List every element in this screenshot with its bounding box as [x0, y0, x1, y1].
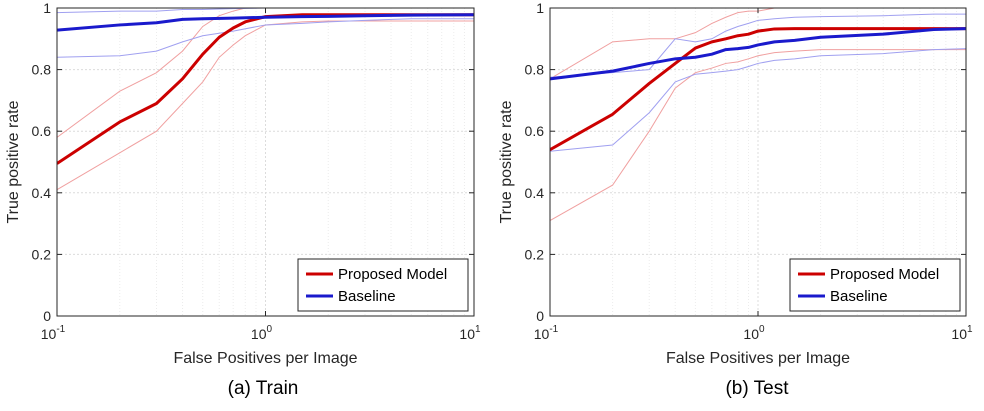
legend-label: Baseline	[338, 288, 396, 305]
y-tick-label: 1	[43, 0, 51, 16]
legend-box	[789, 258, 961, 312]
y-tick-label: 0	[43, 308, 51, 324]
x-tick-label: 100	[743, 324, 765, 342]
x-tick-label: 10-1	[41, 324, 66, 342]
y-axis-label: True positive rate	[5, 100, 22, 223]
caption-test: (b) Test	[725, 378, 789, 399]
x-axis-label: False Positives per Image	[666, 350, 850, 367]
series-line	[550, 27, 966, 151]
lower-bound-line	[549, 49, 966, 221]
y-tick-label: 0.2	[525, 246, 545, 262]
legend-label: Proposed Model	[830, 266, 939, 283]
chart-0: 0 0.2 0.4 0.6 0.8 1 10-1 100 101 False Positives …	[5, 0, 481, 367]
y-tick-label: 0.6	[525, 123, 545, 139]
y-tick-label: 0.8	[525, 62, 545, 78]
x-tick-label: 10-1	[534, 324, 559, 342]
y-tick-label: 0.4	[32, 185, 52, 201]
x-tick-label: 100	[251, 324, 273, 342]
y-tick-label: 0.6	[32, 123, 52, 139]
series-line	[57, 13, 474, 32]
caption-train: (a) Train	[227, 378, 299, 399]
y-tick-label: 1	[536, 0, 544, 16]
legend: Proposed Model Baseline	[789, 258, 961, 312]
lower-bound-line	[549, 48, 967, 152]
x-tick-label: 101	[951, 324, 973, 342]
y-tick-label: 0.8	[32, 62, 52, 78]
y-tick-label: 0.2	[32, 246, 52, 262]
y-axis-label: True positive rate	[498, 100, 515, 223]
legend-label: Baseline	[830, 288, 888, 305]
x-tick-label: 101	[459, 324, 481, 342]
x-axis-label: False Positives per Image	[173, 350, 357, 367]
upper-bound-line	[549, 13, 966, 78]
legend: Proposed Model Baseline	[297, 258, 469, 312]
y-tick-label: 0.4	[525, 185, 545, 201]
chart-1: 0 0.2 0.4 0.6 0.8 1 10-1 100 101 False Positives …	[498, 0, 973, 367]
series-line	[550, 27, 966, 81]
lower-bound-line	[56, 18, 474, 58]
legend-label: Proposed Model	[338, 266, 447, 283]
legend-box	[297, 258, 469, 312]
y-tick-label: 0	[536, 308, 544, 324]
